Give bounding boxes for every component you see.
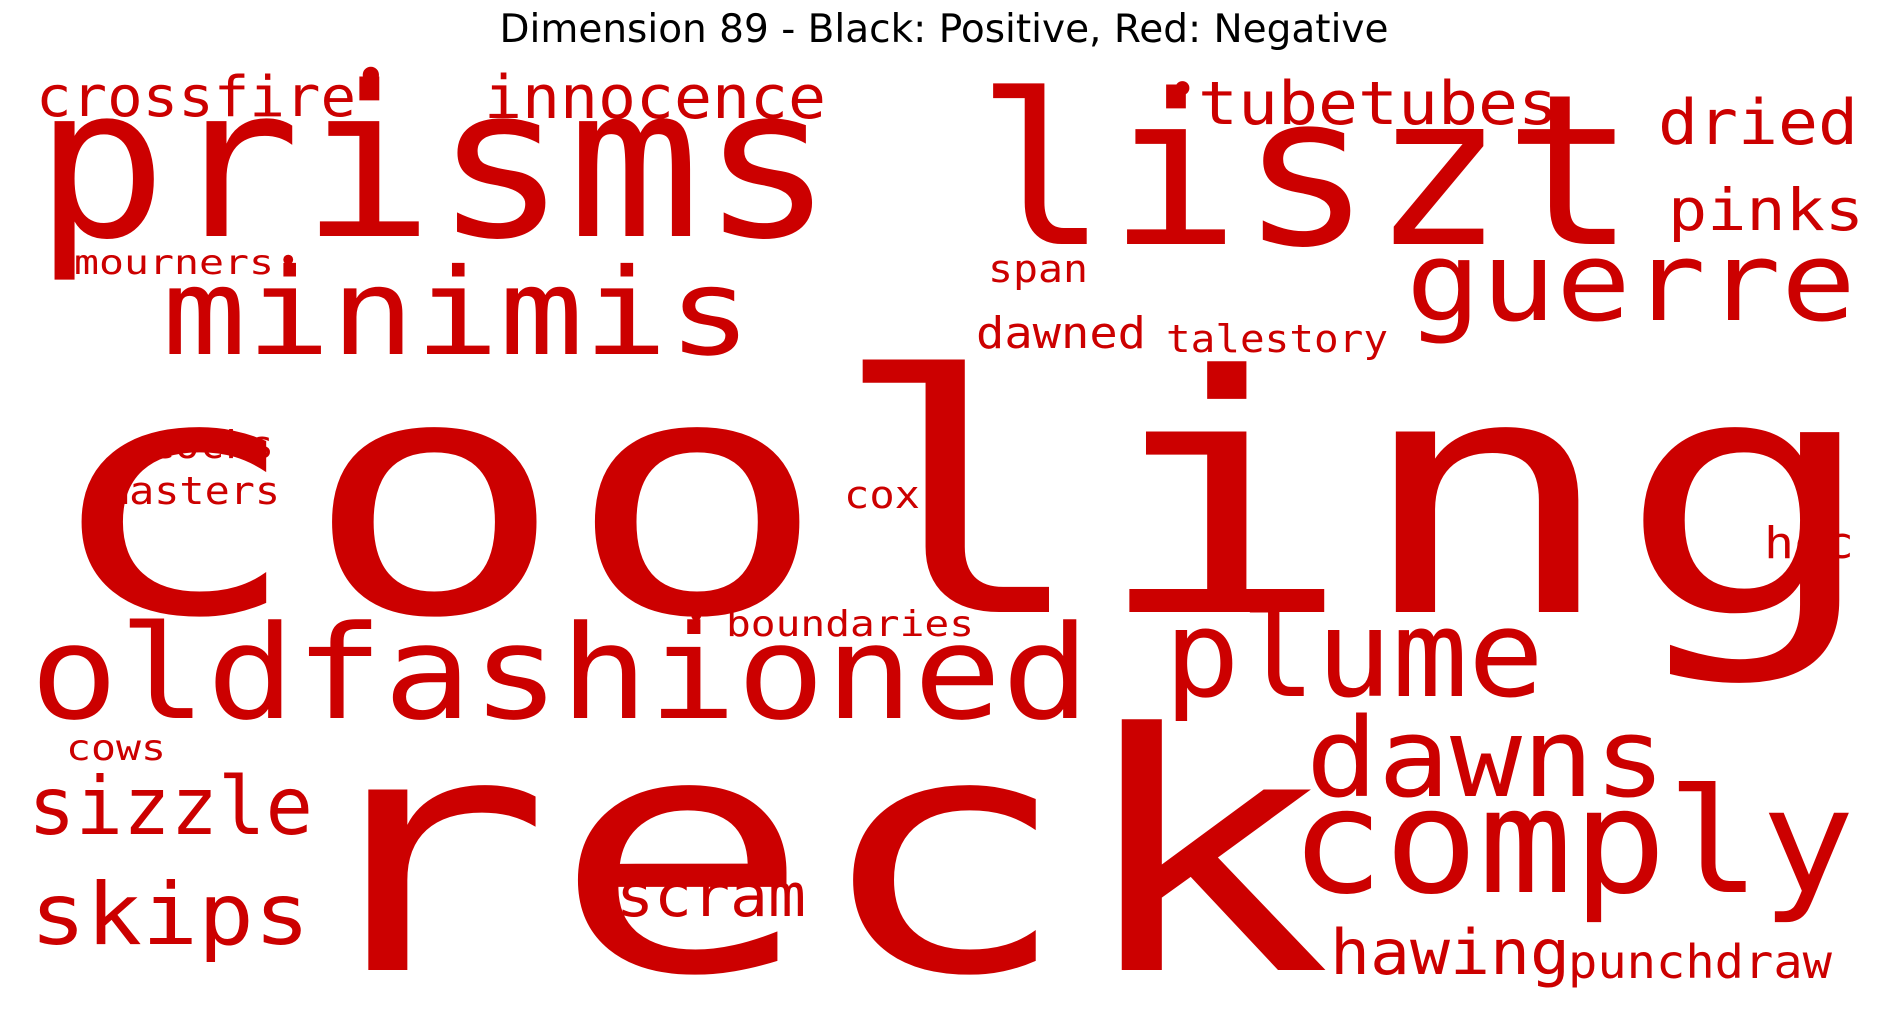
word-masters: masters: [104, 469, 280, 513]
chart-title: Dimension 89 - Black: Positive, Red: Neg…: [499, 7, 1389, 52]
word-punchdraw: punchdraw: [1568, 935, 1832, 989]
word-dot-4: •: [686, 597, 706, 637]
word-liszt: liszt: [976, 49, 1636, 294]
word-cox: cox: [844, 473, 920, 517]
word-tubetubes: tubetubes: [1198, 69, 1558, 139]
word-comply: comply: [1290, 758, 1855, 927]
word-hawing: hawing: [1330, 916, 1570, 989]
word-cows: cows: [66, 728, 166, 769]
word-oldfashioned: oldfashioned: [30, 597, 1090, 749]
word-prisms: prisms: [34, 41, 834, 286]
word-talestory: talestory: [1166, 317, 1388, 361]
word-dot-3: •: [278, 241, 298, 281]
word-dawns: dawns: [1306, 694, 1666, 822]
cloud-words: cooling reck prisms liszt oldfashioned m…: [28, 41, 1880, 1010]
word-plume: plume: [1164, 586, 1544, 725]
word-cocks: cocks: [150, 423, 274, 467]
word-skips: skips: [30, 865, 310, 965]
word-scram: scram: [616, 861, 806, 931]
word-minimis: minimis: [162, 244, 752, 383]
word-mourners: mourners: [74, 243, 274, 283]
word-innocence: innocence: [484, 63, 826, 133]
word-crossfire: crossfire: [36, 65, 356, 130]
word-dot-1: •: [354, 45, 388, 110]
word-sizzle: sizzle: [28, 760, 313, 853]
word-hoc: hoc: [1764, 518, 1854, 569]
word-span: span: [988, 247, 1088, 291]
word-guerre: guerre: [1406, 218, 1856, 346]
word-boundaries: boundaries: [726, 604, 974, 645]
word-dried: dried: [1658, 86, 1858, 159]
word-dot-2: •: [1168, 62, 1197, 118]
word-reck: reck: [292, 664, 1332, 1010]
word-pinks: pinks: [1668, 176, 1864, 244]
word-dawned: dawned: [976, 308, 1146, 359]
word-cooling: cooling: [40, 306, 1880, 690]
